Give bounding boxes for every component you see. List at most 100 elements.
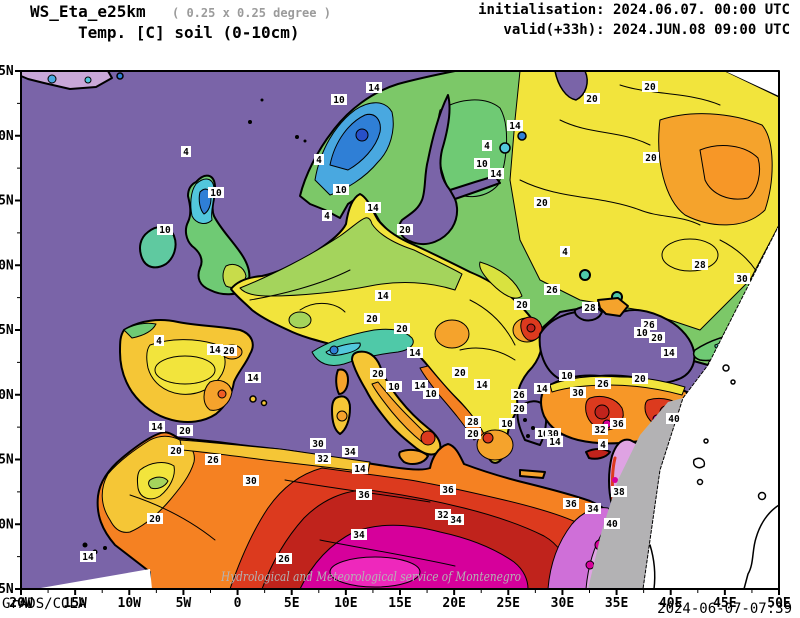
contour-label-box bbox=[423, 388, 439, 399]
contour-label-box bbox=[598, 439, 608, 450]
region-massif-central bbox=[288, 311, 312, 329]
contour-label-box bbox=[474, 158, 490, 169]
contour-label: 20 bbox=[149, 514, 161, 525]
valid-time: valid(+33h): 2024.JUN.08 09:00 UTC bbox=[503, 22, 790, 38]
contour-label-box bbox=[322, 210, 332, 221]
contour-label: 26 bbox=[597, 379, 609, 390]
contour-label: 4 bbox=[484, 141, 490, 152]
contour-label: 4 bbox=[316, 155, 322, 166]
aegean-island bbox=[531, 426, 535, 430]
contour-label-box bbox=[592, 424, 608, 435]
contour-label: 20 bbox=[366, 314, 378, 325]
region-crete bbox=[519, 469, 546, 479]
region-iceland bbox=[20, 70, 113, 90]
contour-label: 30 bbox=[245, 476, 257, 487]
contour-label: 14 bbox=[151, 422, 163, 433]
contour-label-box bbox=[511, 389, 527, 400]
contour-label-box bbox=[595, 378, 611, 389]
contour-label: 26 bbox=[546, 285, 558, 296]
contour-label: 14 bbox=[509, 121, 521, 132]
contour-label: 14 bbox=[82, 552, 94, 563]
contour-label: 20 bbox=[223, 346, 235, 357]
contour-label-box bbox=[386, 381, 402, 392]
contour-lines bbox=[129, 84, 763, 567]
contour-label: 30 bbox=[572, 388, 584, 399]
variable-title: Temp. [C] soil (0-10cm) bbox=[78, 23, 300, 42]
region-atlas-green bbox=[148, 476, 169, 490]
y-axis-tick-label: 40N bbox=[0, 388, 14, 403]
iberia-hot-spot bbox=[217, 389, 227, 399]
contour-label-box bbox=[584, 93, 600, 104]
contour-label-box bbox=[692, 259, 708, 270]
contour-label-box bbox=[80, 551, 96, 562]
contour-label-box bbox=[452, 367, 468, 378]
contour-label: 26 bbox=[513, 390, 525, 401]
contour-label: 10 bbox=[333, 95, 345, 106]
islet bbox=[260, 98, 264, 102]
x-axis-tick-label: 45E bbox=[713, 596, 736, 611]
contour-label-box bbox=[407, 347, 423, 358]
contour-label-box bbox=[181, 146, 191, 157]
contour-label: 34 bbox=[344, 447, 356, 458]
contour-label: 38 bbox=[613, 487, 625, 498]
contour-label: 28 bbox=[694, 260, 706, 271]
x-axis-tick-label: 5E bbox=[284, 596, 300, 611]
contour-label-box bbox=[465, 416, 481, 427]
contour-label: 36 bbox=[612, 419, 624, 430]
contour-label: 4 bbox=[324, 211, 330, 222]
alps-cold-spot bbox=[329, 345, 339, 355]
x-axis-tick-label: 5W bbox=[176, 596, 192, 611]
contour-label-box bbox=[474, 379, 490, 390]
contour-label: 14 bbox=[247, 373, 259, 384]
contour-label: 14 bbox=[377, 291, 389, 302]
contour-label-box bbox=[177, 425, 193, 436]
contour-label-box bbox=[582, 302, 598, 313]
contour-label: 26 bbox=[207, 455, 219, 466]
egypt-hot-spot bbox=[585, 560, 595, 570]
contour-label: 10 bbox=[476, 159, 488, 170]
contour-label: 4 bbox=[562, 247, 568, 258]
contour-label: 30 bbox=[736, 274, 748, 285]
y-axis-tick-label: 50N bbox=[0, 258, 14, 273]
contour-label: 30 bbox=[547, 429, 559, 440]
contour-label: 14 bbox=[409, 348, 421, 359]
x-axis-tick-label: 10W bbox=[118, 596, 142, 611]
contour-label-box bbox=[440, 484, 456, 495]
contour-label: 10 bbox=[388, 382, 400, 393]
region-alps-cool bbox=[311, 328, 414, 366]
y-axis-tick-label: 30N bbox=[0, 517, 14, 532]
contour-label-box bbox=[394, 323, 410, 334]
contour-label: 36 bbox=[358, 490, 370, 501]
contour-label: 10 bbox=[425, 389, 437, 400]
y-axis-tick-label: 25N bbox=[0, 582, 14, 597]
contour-label: 26 bbox=[643, 320, 655, 331]
region-norway-core-cold bbox=[329, 113, 381, 171]
region-russia-deep-orange bbox=[699, 145, 761, 200]
contour-label: 20 bbox=[536, 198, 548, 209]
contour-label-box bbox=[370, 368, 386, 379]
contour-label-box bbox=[610, 418, 626, 429]
contour-label-box bbox=[535, 428, 551, 439]
region-cyprus bbox=[585, 448, 611, 460]
generated-timestamp: 2024-06-07-07:39 bbox=[657, 601, 792, 617]
contour-label-box bbox=[412, 380, 428, 391]
contour-label-box bbox=[205, 454, 221, 465]
iceland-cold-spot bbox=[47, 74, 57, 84]
aegean-island bbox=[526, 434, 530, 438]
contour-label: 20 bbox=[467, 429, 479, 440]
x-axis-tick-label: 50E bbox=[767, 596, 790, 611]
contour-label-box bbox=[435, 509, 451, 520]
aegean-island bbox=[523, 418, 527, 422]
y-axis-tick-label: 60N bbox=[0, 129, 14, 144]
x-axis-tick-label: 25E bbox=[497, 596, 520, 611]
contour-label: 4 bbox=[156, 336, 162, 347]
islet bbox=[295, 135, 299, 139]
contour-label-box bbox=[534, 383, 550, 394]
y-axis-tick-label: 35N bbox=[0, 453, 14, 468]
engine-credit: GrADS/COLA bbox=[2, 596, 87, 612]
region-sicily bbox=[398, 448, 429, 465]
region-crimea bbox=[597, 297, 629, 317]
contour-label-box bbox=[351, 529, 367, 540]
balearic-island bbox=[260, 399, 268, 407]
outside-domain-sw bbox=[35, 569, 152, 589]
